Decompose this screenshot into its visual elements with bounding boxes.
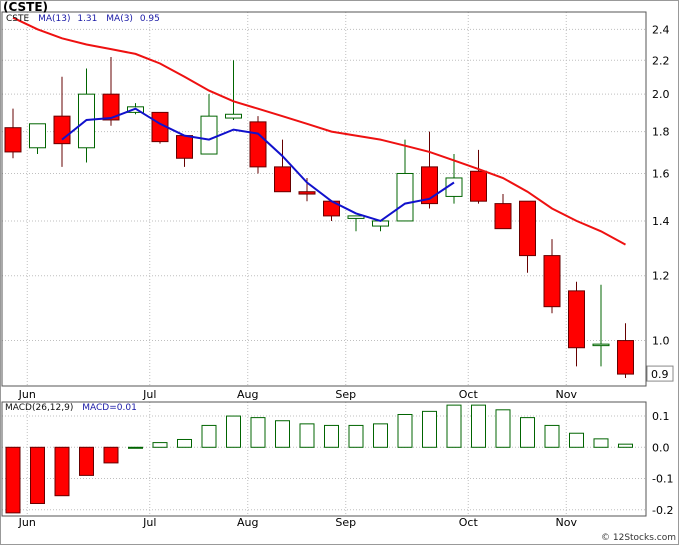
macd-x-tick-label: Jun xyxy=(18,516,36,529)
price-x-tick-label: Jul xyxy=(142,388,156,401)
chart-title: (CSTE) xyxy=(3,0,49,14)
candle-body xyxy=(29,123,46,149)
price-legend: CSTE MA(13) 1.31 MA(3) 0.95 xyxy=(6,14,160,24)
price-x-tick-label: Aug xyxy=(237,388,258,401)
macd-bar xyxy=(5,446,21,514)
candle-body xyxy=(568,290,585,349)
price-tick-label: 2.2 xyxy=(652,54,670,67)
macd-bar xyxy=(177,438,192,448)
price-tick-label: 1.4 xyxy=(652,215,670,228)
macd-bar xyxy=(569,432,584,448)
macd-bar xyxy=(275,420,290,448)
macd-x-tick-label: Nov xyxy=(556,516,578,529)
macd-value: MACD=0.01 xyxy=(82,403,137,413)
candle-body xyxy=(298,191,316,195)
macd-tick-label: 0.1 xyxy=(652,410,670,423)
candle-body xyxy=(102,93,120,121)
candle-body xyxy=(470,170,487,202)
candle-body xyxy=(249,121,267,168)
candle-body xyxy=(543,255,561,308)
ma13-line xyxy=(12,16,626,246)
price-tick-label: 1.2 xyxy=(652,270,670,283)
ticker-label: CSTE xyxy=(6,14,30,24)
macd-bar xyxy=(373,423,388,448)
macd-grid xyxy=(2,402,646,516)
price-plot xyxy=(4,16,634,379)
price-tick-label: 2.0 xyxy=(652,88,670,101)
candle-body xyxy=(200,115,218,155)
macd-x-tick-label: Aug xyxy=(237,516,258,529)
macd-bar xyxy=(152,442,168,448)
candle-body xyxy=(347,215,365,219)
macd-bar xyxy=(446,404,462,448)
macd-bar xyxy=(324,424,339,448)
x-axis-labels: Jun Jun Jul Jul Aug Aug Sep Sep Oct Oct Nov Nov xyxy=(18,388,578,529)
ma13-value: 1.31 xyxy=(77,14,98,24)
candle-body xyxy=(494,203,512,230)
candle-body xyxy=(4,127,22,153)
ma3-label: MA(3) xyxy=(106,14,133,24)
macd-panel-frame xyxy=(1,401,647,517)
last-price-tag xyxy=(646,365,674,382)
candle-body xyxy=(421,166,438,205)
macd-bar xyxy=(593,438,609,448)
price-tick-label: 1.8 xyxy=(652,126,670,139)
candle-body xyxy=(225,113,242,119)
macd-bar xyxy=(397,413,413,448)
candle-body xyxy=(176,135,193,159)
macd-tick-label: -0.2 xyxy=(652,504,673,517)
macd-bar xyxy=(128,446,143,449)
price-x-tick-label: Sep xyxy=(335,388,356,401)
price-tick-label: 1.0 xyxy=(652,335,670,348)
macd-bar xyxy=(471,404,486,448)
ma3-line xyxy=(61,107,455,222)
macd-x-tick-label: Sep xyxy=(335,516,356,529)
macd-bar xyxy=(250,417,266,448)
ma3-value: 0.95 xyxy=(139,14,160,24)
macd-bar xyxy=(422,410,437,448)
macd-tick-label: -0.1 xyxy=(652,473,673,486)
macd-bar xyxy=(348,424,364,448)
macd-plot xyxy=(5,404,633,514)
macd-y-axis: -0.2 -0.1 0.0 0.1 xyxy=(652,410,673,517)
macd-bar xyxy=(79,446,94,476)
macd-x-tick-label: Oct xyxy=(459,516,479,529)
macd-bar xyxy=(103,446,119,464)
macd-bar xyxy=(30,446,45,505)
macd-label: MACD(26,12,9) xyxy=(5,403,74,413)
ma13-label: MA(13) xyxy=(38,14,71,24)
macd-legend: MACD(26,12,9) MACD=0.01 xyxy=(5,403,137,413)
candle-body xyxy=(617,340,634,375)
candle-body xyxy=(274,166,291,193)
macd-bar xyxy=(618,443,633,448)
price-x-tick-label: Oct xyxy=(459,388,479,401)
candle-body xyxy=(396,172,414,222)
candle-body xyxy=(592,343,610,347)
macd-bar xyxy=(495,409,511,448)
price-y-axis: 1.0 1.2 1.4 1.6 1.8 2.0 2.2 2.4 0.9 xyxy=(646,23,674,382)
candle-body xyxy=(519,200,536,257)
macd-tick-label: 0.0 xyxy=(652,441,670,454)
macd-bar xyxy=(299,423,315,448)
price-x-tick-label: Nov xyxy=(556,388,578,401)
macd-bar xyxy=(544,424,560,448)
price-grid xyxy=(2,12,646,386)
macd-x-tick-label: Jul xyxy=(142,516,156,529)
last-price-value: 0.9 xyxy=(651,368,669,381)
macd-bar xyxy=(201,424,217,448)
macd-bar xyxy=(226,415,241,448)
credit-text: © 12Stocks.com xyxy=(601,533,676,543)
price-panel-frame xyxy=(1,11,647,387)
price-tick-label: 1.6 xyxy=(652,167,670,180)
price-tick-label: 2.4 xyxy=(652,23,670,36)
price-x-tick-label: Jun xyxy=(18,388,36,401)
macd-bar xyxy=(520,417,535,448)
macd-bar xyxy=(54,446,70,497)
